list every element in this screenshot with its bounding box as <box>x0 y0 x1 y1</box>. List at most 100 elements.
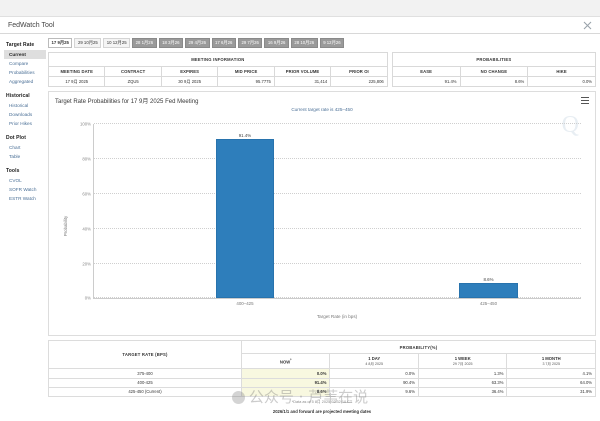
col-1-day: 1 DAY 4 8月 2025 <box>329 353 419 370</box>
meeting-info-group-header: MEETING INFORMATION <box>48 52 388 68</box>
y-tick-80: 80% <box>82 156 91 162</box>
col-now-sup: * <box>290 358 292 363</box>
sidebar-item-sofr-watch[interactable]: SOFR Watch <box>9 187 37 192</box>
tab-meeting-9[interactable]: 28 10月26 <box>290 38 318 49</box>
meeting-information-table: MEETING INFORMATION MEETING DATE CONTRAC… <box>47 52 388 88</box>
bar-425-450[interactable]: 8.6% 425–450 <box>459 277 518 306</box>
probability-table: TARGET RATE (BPS) PROBABILITY(%) NOW* 1 … <box>48 340 597 398</box>
cell-no-change: 8.6% <box>459 76 529 88</box>
nav-group-dot-plot: Dot Plot Chart Table <box>4 133 46 161</box>
sidebar: Target Rate Current Compare Probabilitie… <box>0 34 46 421</box>
sidebar-item-compare[interactable]: Compare <box>9 61 29 66</box>
sidebar-item-prior-hikes[interactable]: Prior Hikes <box>9 121 32 126</box>
col-contract: CONTRACT <box>104 66 162 78</box>
cell-1-day: 90.4% <box>329 377 419 388</box>
col-1-month-label: 1 MONTH <box>541 356 561 362</box>
col-hike: HIKE <box>527 66 596 78</box>
cell-now: 0.0% <box>240 368 331 379</box>
tab-meeting-3[interactable]: 28 1月26 <box>132 38 157 49</box>
col-ease: EASE <box>391 66 461 78</box>
sidebar-item-current[interactable]: Current <box>4 50 46 59</box>
y-tick-20: 20% <box>82 261 91 267</box>
main-content: 17 9月25 29 10月25 10 12月25 28 1月26 18 3月2… <box>46 34 600 421</box>
cell-meeting-date: 17 9月 2025 <box>47 76 106 88</box>
x-tick-425-450: 425–450 <box>479 301 498 307</box>
y-axis-label: Probability <box>62 215 68 237</box>
app-header: FedWatch Tool <box>0 17 600 34</box>
bar-value-label: 91.4% <box>238 133 252 139</box>
table-row: 17 9月 2025 ZQU5 30 9月 2025 95.7775 31,41… <box>47 76 388 88</box>
table-header-row: EASE NO CHANGE HIKE <box>391 66 596 78</box>
chart-subtitle: Current target rate is 425–450 <box>291 107 353 113</box>
cell-ease: 91.4% <box>391 76 461 88</box>
col-1-day-date: 4 8月 2025 <box>365 361 384 366</box>
y-tick-0: 0% <box>84 295 91 301</box>
data-timestamp-footnote: *Data as of 5 8月 2025 02:32:10 CT <box>291 400 353 405</box>
tab-meeting-8[interactable]: 16 9月26 <box>264 38 289 49</box>
cell-contract: ZQU5 <box>104 76 162 88</box>
chart-title: Target Rate Probabilities for 17 9月 2025… <box>55 99 199 106</box>
cell-1-week: 1.3% <box>417 368 508 379</box>
cell-prior-volume: 31,414 <box>273 76 332 88</box>
tab-meeting-5[interactable]: 29 4月26 <box>185 38 210 49</box>
tab-meeting-2[interactable]: 10 12月25 <box>103 38 131 49</box>
table-row: 91.4% 8.6% 0.0% <box>391 76 596 88</box>
sidebar-item-cvol[interactable]: CVOL <box>9 178 22 183</box>
cell-1-day: 0.0% <box>329 368 419 379</box>
tab-meeting-4[interactable]: 18 3月26 <box>158 38 184 49</box>
nav-group-historical: Historical Historical Downloads Prior Hi… <box>4 91 46 128</box>
cell-rate: 425-450 (Current) <box>48 386 242 398</box>
probabilities-group-header: PROBABILITIES <box>391 52 597 68</box>
col-meeting-date: MEETING DATE <box>47 66 106 78</box>
col-1-week-date: 29 7月 2025 <box>452 361 473 366</box>
cell-1-month: 64.0% <box>506 377 596 388</box>
col-1-month-date: 3 7月 2025 <box>542 361 561 366</box>
y-tick-60: 60% <box>82 191 91 197</box>
table-row: 375-400 0.0% 0.0% 1.3% 4.1% <box>48 368 596 379</box>
col-1-week-label: 1 WEEK <box>454 356 471 362</box>
probability-chart-panel: Target Rate Probabilities for 17 9月 2025… <box>48 91 596 337</box>
sidebar-item-chart[interactable]: Chart <box>9 145 21 150</box>
close-icon[interactable] <box>583 21 592 30</box>
cell-now: 91.4% <box>240 377 331 388</box>
probability-group-header: PROBABILITY(%) <box>240 340 597 355</box>
col-now-label: NOW <box>279 359 291 365</box>
cell-mid-price: 95.7775 <box>217 76 275 88</box>
cell-hike: 0.0% <box>527 76 596 88</box>
cell-1-week: 63.3% <box>417 377 508 388</box>
sidebar-item-probabilities[interactable]: Probabilities <box>9 70 35 75</box>
tab-meeting-0[interactable]: 17 9月25 <box>48 38 73 49</box>
sidebar-item-historical[interactable]: Historical <box>9 103 29 108</box>
chart-plot: Probability 100% 80% 60% 40% 20% 0% 91.4… <box>49 116 595 335</box>
nav-group-tools: Tools CVOL SOFR Watch ESTR Watch <box>4 166 46 203</box>
tab-meeting-10[interactable]: 9 12月26 <box>319 38 345 49</box>
bar-400-425[interactable]: 91.4% 400–425 <box>215 133 275 306</box>
page-title: FedWatch Tool <box>8 21 55 29</box>
col-prior-oi: PRIOR OI <box>330 66 388 78</box>
col-expires: EXPIRES <box>160 66 219 78</box>
meeting-date-tabs: 17 9月25 29 10月25 10 12月25 28 1月26 18 3月2… <box>48 38 596 49</box>
x-axis-label: Target Rate (in bps) <box>316 314 358 320</box>
sidebar-item-aggregated[interactable]: Aggregated <box>9 79 34 84</box>
app-body: Target Rate Current Compare Probabilitie… <box>0 34 600 421</box>
bar-value-label: 8.6% <box>483 277 494 283</box>
sidebar-item-table[interactable]: Table <box>9 154 21 159</box>
hamburger-menu-icon[interactable] <box>581 97 589 104</box>
y-tick-40: 40% <box>82 226 91 232</box>
probabilities-summary-table: PROBABILITIES EASE NO CHANGE HIKE 91.4% … <box>391 52 597 88</box>
table-row: 425-450 (Current) 8.6% 9.6% 36.4% 31.9% <box>48 386 596 398</box>
sidebar-item-downloads[interactable]: Downloads <box>9 112 33 117</box>
tab-meeting-6[interactable]: 17 6月26 <box>211 38 236 49</box>
col-target-rate: TARGET RATE (BPS) <box>48 340 242 370</box>
tab-meeting-7[interactable]: 29 7月26 <box>237 38 263 49</box>
projected-dates-note: 2026/1/1 and forward are projected meeti… <box>272 409 372 415</box>
sidebar-item-estr-watch[interactable]: ESTR Watch <box>9 196 36 201</box>
tab-meeting-1[interactable]: 29 10月25 <box>74 38 102 49</box>
cell-1-week: 36.4% <box>417 386 508 398</box>
nav-group-title: Tools <box>6 168 20 174</box>
col-now: NOW* <box>240 353 331 370</box>
cell-rate: 400-425 <box>48 377 242 388</box>
cell-prior-oi: 225,806 <box>330 76 388 88</box>
window-titlebar <box>0 0 600 17</box>
col-1-week: 1 WEEK 29 7月 2025 <box>417 353 508 370</box>
